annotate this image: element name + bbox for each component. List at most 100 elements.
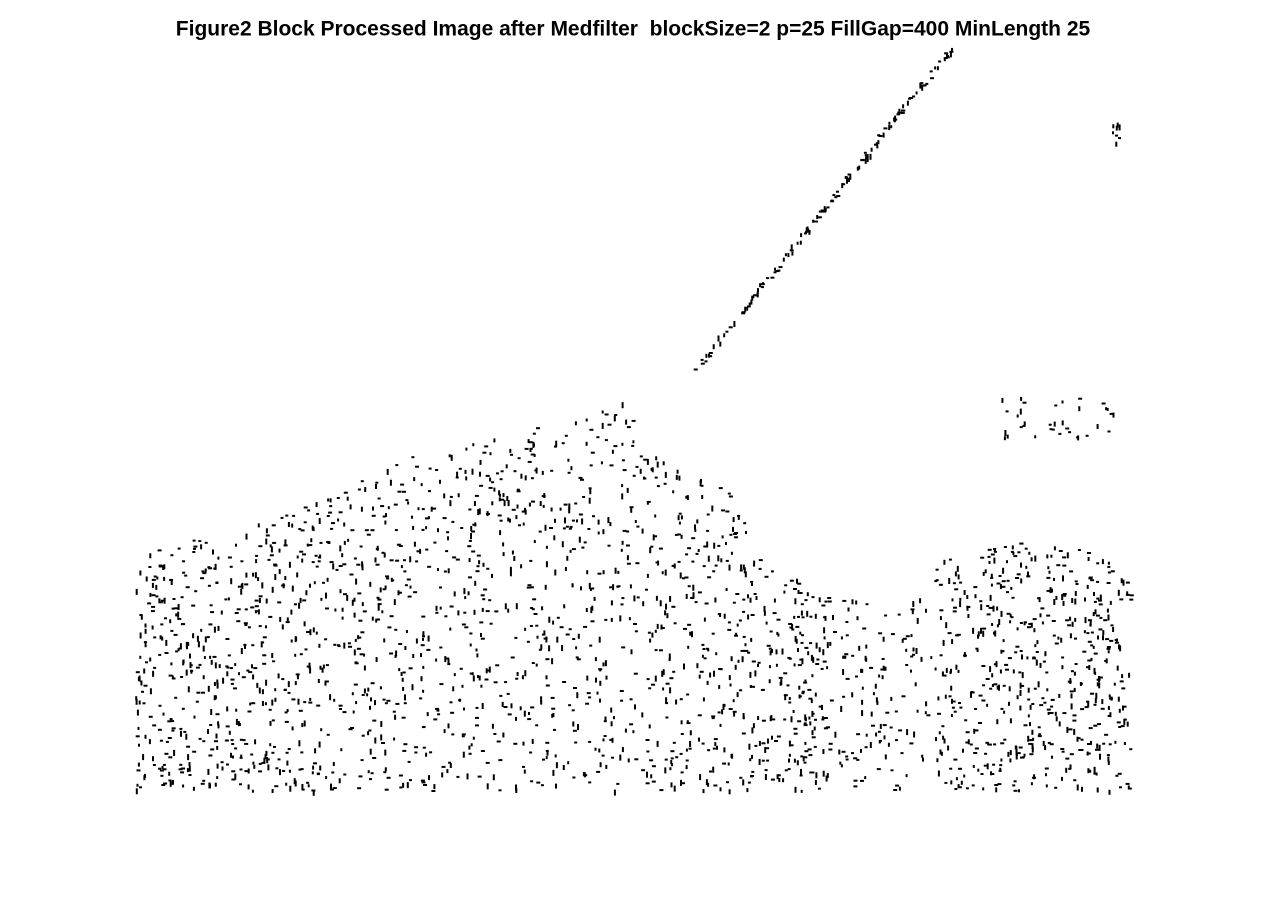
speck: [1107, 430, 1111, 433]
speck: [453, 591, 456, 597]
speck: [1029, 739, 1034, 742]
speck: [1086, 666, 1089, 669]
speck: [319, 554, 322, 559]
speck: [328, 511, 333, 514]
speck: [1010, 586, 1013, 590]
speck: [266, 758, 270, 761]
speck: [982, 571, 985, 576]
speck: [621, 540, 624, 545]
speck: [442, 517, 447, 520]
speck: [216, 776, 219, 780]
speck: [152, 670, 155, 677]
speck: [739, 776, 743, 779]
speck: [689, 730, 692, 736]
speck: [651, 765, 656, 768]
speck: [822, 749, 825, 754]
speck: [265, 528, 268, 534]
speck: [790, 744, 794, 747]
speck: [296, 674, 299, 680]
speck: [516, 672, 519, 676]
speck: [387, 626, 392, 629]
speck: [460, 527, 464, 529]
speck: [856, 166, 859, 171]
speck: [919, 82, 922, 89]
speck: [316, 512, 320, 515]
speck: [871, 724, 875, 727]
speck: [1014, 745, 1017, 750]
speck: [138, 700, 141, 705]
speck: [1099, 616, 1103, 619]
speck: [738, 619, 742, 622]
speck: [639, 455, 643, 458]
speck: [566, 555, 569, 561]
speck: [395, 464, 399, 467]
speck: [151, 605, 156, 608]
speck: [855, 600, 858, 605]
speck: [883, 735, 886, 740]
speck: [880, 668, 884, 671]
speck: [555, 783, 557, 789]
speck: [591, 587, 595, 590]
speck: [300, 751, 304, 754]
speck: [168, 779, 172, 782]
speck: [577, 633, 580, 639]
speck: [703, 545, 708, 548]
speck: [963, 774, 966, 778]
speck: [1080, 749, 1084, 751]
speck: [583, 625, 588, 628]
speck: [215, 582, 219, 584]
speck: [725, 330, 729, 333]
speck: [622, 469, 627, 472]
speck: [380, 721, 383, 727]
speck: [478, 560, 481, 565]
speck: [249, 702, 252, 706]
speck: [950, 780, 953, 785]
speck: [554, 445, 557, 448]
speck: [173, 749, 176, 756]
speck: [217, 625, 220, 631]
speck: [571, 548, 576, 551]
speck: [1104, 733, 1109, 736]
speck: [950, 668, 952, 673]
speck: [384, 767, 387, 772]
speck: [187, 641, 190, 646]
speck: [479, 621, 484, 624]
speck: [726, 781, 729, 784]
speck: [796, 241, 799, 245]
speck: [622, 529, 627, 532]
speck: [190, 669, 194, 672]
speck: [994, 784, 999, 786]
speck: [239, 768, 243, 771]
speck: [662, 687, 665, 691]
binary-image: [135, 47, 1134, 796]
speck: [180, 676, 184, 678]
speck: [230, 682, 234, 685]
speck: [343, 491, 348, 494]
speck: [351, 599, 354, 606]
speck: [869, 153, 872, 160]
speck: [258, 687, 261, 694]
speck: [1108, 743, 1112, 746]
speck: [648, 724, 651, 729]
speck: [597, 519, 600, 525]
speck: [504, 603, 507, 610]
speck: [987, 555, 991, 558]
speck: [163, 576, 166, 581]
speck: [842, 599, 847, 602]
speck: [943, 559, 946, 565]
speck: [216, 679, 219, 685]
speck: [777, 633, 780, 637]
speck: [1098, 628, 1103, 631]
speck: [1018, 671, 1022, 674]
speck: [227, 654, 231, 657]
speck: [804, 714, 807, 721]
speck: [444, 615, 448, 618]
speck: [804, 741, 807, 745]
speck: [135, 696, 138, 701]
speck: [1095, 748, 1099, 751]
speck: [315, 502, 318, 508]
speck: [310, 538, 313, 543]
speck: [772, 612, 777, 615]
speck: [648, 687, 652, 690]
speck: [568, 628, 572, 631]
